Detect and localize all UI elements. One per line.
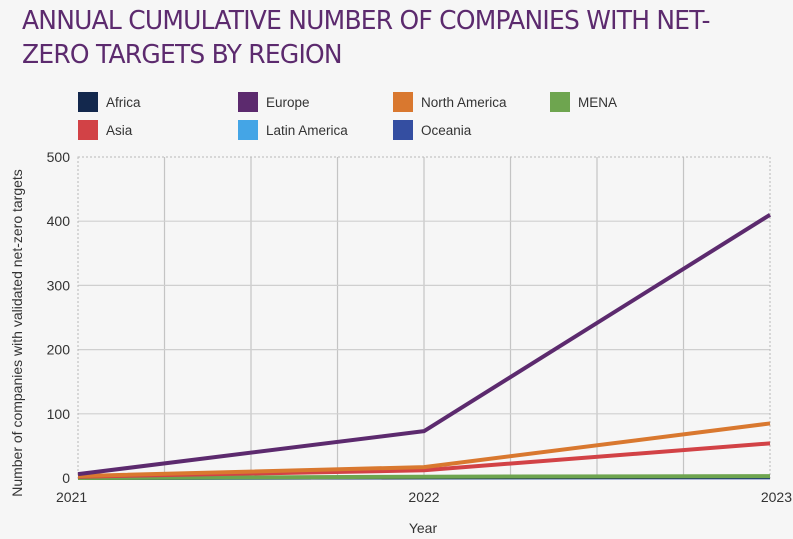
legend-item-oceania: Oceania	[393, 120, 471, 140]
legend-swatch	[78, 120, 98, 140]
x-axis-label: Year	[409, 520, 438, 536]
legend-item-north-america: North America	[393, 92, 507, 112]
y-tick-label: 400	[47, 213, 71, 229]
x-tick-labels: 2021 2022 2023	[56, 489, 792, 505]
y-tick-label: 100	[47, 406, 71, 422]
y-tick-label: 0	[62, 470, 70, 486]
x-tick-label: 2021	[56, 489, 87, 505]
legend-swatch	[550, 92, 570, 112]
chart-title: ANNUAL CUMULATIVE NUMBER OF COMPANIES WI…	[22, 6, 710, 70]
legend-item-europe: Europe	[238, 92, 310, 112]
legend-item-asia: Asia	[78, 120, 132, 140]
legend-item-mena: MENA	[550, 92, 617, 112]
series-line-europe	[77, 213, 772, 477]
y-axis-label: Number of companies with validated net-z…	[9, 169, 25, 497]
legend-swatch	[238, 120, 258, 140]
legend-item-africa: Africa	[78, 92, 141, 112]
x-tick-label: 2022	[408, 489, 439, 505]
legend-swatch	[78, 92, 98, 112]
legend-label: Asia	[106, 122, 133, 138]
legend-label: Latin America	[266, 122, 348, 138]
legend-label: Europe	[266, 94, 310, 110]
y-tick-labels: 0 100 200 300 400 500	[47, 149, 71, 486]
series-line-north-america	[77, 421, 771, 479]
plot-border	[77, 156, 771, 479]
series-lines	[77, 213, 772, 480]
legend-label: MENA	[578, 94, 618, 110]
y-tick-label: 200	[47, 342, 71, 358]
x-tick-label: 2023	[761, 489, 792, 505]
legend-item-latin-america: Latin America	[238, 120, 348, 140]
series-line-mena	[77, 474, 771, 480]
legend-swatch	[238, 92, 258, 112]
y-tick-label: 500	[47, 149, 71, 165]
legend-swatch	[393, 120, 413, 140]
legend-swatch	[393, 92, 413, 112]
legend-label: North America	[421, 94, 507, 110]
legend: Africa Europe North America MENA Asia Latin A…	[78, 92, 778, 142]
y-tick-label: 300	[47, 277, 71, 293]
legend-label: Oceania	[421, 122, 472, 138]
legend-label: Africa	[106, 94, 141, 110]
